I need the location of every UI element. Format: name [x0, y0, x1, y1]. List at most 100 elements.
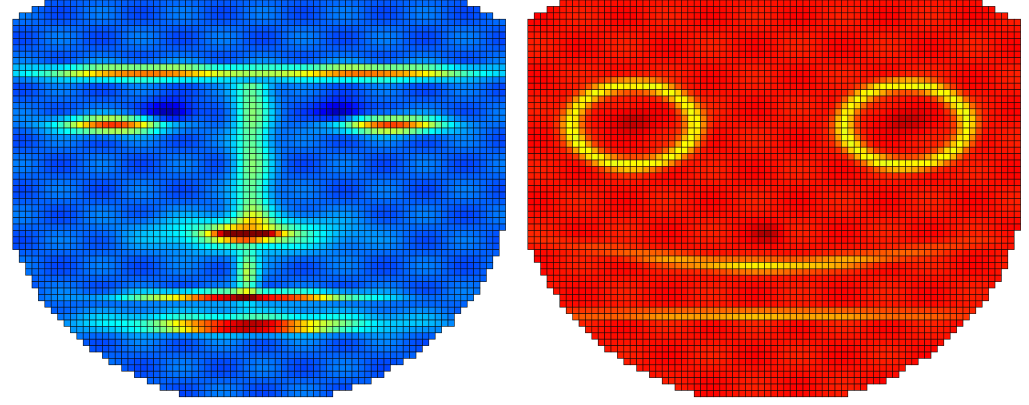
mesh-cell — [345, 89, 353, 97]
mesh-cell — [454, 281, 462, 289]
mesh-cell — [383, 159, 391, 167]
mesh-cell — [89, 95, 97, 103]
mesh-cell — [345, 50, 353, 58]
mesh-cell — [319, 82, 327, 90]
mesh-cell — [597, 12, 605, 20]
mesh-cell — [911, 12, 919, 20]
mesh-cell — [102, 268, 110, 276]
mesh-cell — [127, 294, 135, 302]
mesh-cell — [300, 249, 308, 257]
mesh-cell — [326, 230, 334, 238]
mesh-cell — [31, 230, 39, 238]
mesh-cell — [70, 274, 78, 282]
mesh-cell — [140, 31, 148, 39]
mesh-cell — [38, 185, 46, 193]
mesh-cell — [89, 153, 97, 161]
mesh-cell — [821, 25, 829, 33]
mesh-cell — [377, 210, 385, 218]
mesh-cell — [178, 268, 186, 276]
mesh-cell — [809, 0, 817, 7]
mesh-cell — [725, 0, 733, 7]
mesh-cell — [159, 294, 167, 302]
mesh-cell — [89, 102, 97, 110]
mesh-cell — [306, 210, 314, 218]
mesh-cell — [396, 287, 404, 295]
mesh-cell — [217, 140, 225, 148]
mesh-cell — [319, 140, 327, 148]
mesh-cell — [447, 262, 455, 270]
mesh-cell — [76, 153, 84, 161]
mesh-cell — [300, 146, 308, 154]
mesh-cell — [847, 0, 855, 7]
mesh-cell — [12, 223, 20, 231]
mesh-cell — [210, 287, 218, 295]
mesh-cell — [44, 281, 52, 289]
mesh-cell — [460, 230, 468, 238]
mesh-cell — [441, 76, 449, 84]
mesh-cell — [553, 6, 561, 14]
mesh-cell — [383, 326, 391, 334]
mesh-cell — [415, 76, 423, 84]
mesh-cell — [287, 146, 295, 154]
mesh-cell — [63, 274, 71, 282]
mesh-cell — [191, 268, 199, 276]
mesh-cell — [498, 114, 506, 122]
mesh-cell — [140, 274, 148, 282]
mesh-cell — [108, 108, 116, 116]
mesh-cell — [370, 134, 378, 142]
mesh-cell — [370, 262, 378, 270]
mesh-cell — [121, 358, 129, 366]
mesh-cell — [63, 153, 71, 161]
mesh-cell — [281, 236, 289, 244]
mesh-cell — [338, 230, 346, 238]
mesh-cell — [121, 249, 129, 257]
mesh-cell — [108, 102, 116, 110]
mesh-cell — [866, 12, 874, 20]
mesh-cell — [134, 236, 142, 244]
mesh-cell — [262, 140, 270, 148]
mesh-cell — [383, 364, 391, 372]
mesh-cell — [847, 44, 855, 52]
mesh-cell — [274, 268, 282, 276]
mesh-cell — [415, 236, 423, 244]
mesh-cell — [198, 242, 206, 250]
mesh-cell — [492, 63, 500, 71]
mesh-cell — [178, 134, 186, 142]
mesh-cell — [108, 236, 116, 244]
mesh-cell — [146, 268, 154, 276]
mesh-cell — [479, 82, 487, 90]
mesh-cell — [460, 18, 468, 26]
mesh-cell — [937, 12, 945, 20]
mesh-cell — [466, 268, 474, 276]
mesh-cell — [230, 191, 238, 199]
mesh-cell — [268, 300, 276, 308]
mesh-cell — [447, 146, 455, 154]
mesh-cell — [796, 18, 804, 26]
mesh-cell — [166, 172, 174, 180]
mesh-cell — [473, 108, 481, 116]
mesh-cell — [370, 185, 378, 193]
mesh-cell — [364, 38, 372, 46]
mesh-cell — [617, 25, 625, 33]
mesh-cell — [178, 236, 186, 244]
mesh-cell — [95, 198, 103, 206]
mesh-cell — [121, 108, 129, 116]
mesh-cell — [604, 44, 612, 52]
mesh-cell — [76, 0, 84, 7]
mesh-cell — [223, 89, 231, 97]
mesh-cell — [687, 44, 695, 52]
mesh-cell — [95, 338, 103, 346]
mesh-cell — [249, 223, 257, 231]
mesh-cell — [751, 18, 759, 26]
mesh-cell — [338, 313, 346, 321]
mesh-cell — [447, 44, 455, 52]
mesh-cell — [166, 223, 174, 231]
mesh-cell — [777, 50, 785, 58]
mesh-cell — [479, 38, 487, 46]
mesh-cell — [693, 12, 701, 20]
mesh-cell — [185, 108, 193, 116]
mesh-cell — [18, 44, 26, 52]
mesh-cell — [210, 31, 218, 39]
mesh-cell — [95, 153, 103, 161]
mesh-cell — [76, 300, 84, 308]
